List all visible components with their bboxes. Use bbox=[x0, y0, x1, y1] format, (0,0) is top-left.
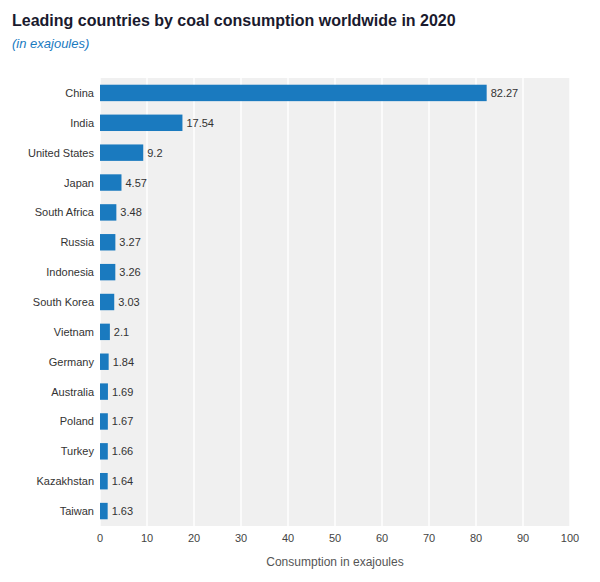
bar bbox=[100, 503, 108, 519]
bar bbox=[100, 324, 110, 340]
x-tick-label: 90 bbox=[517, 532, 529, 544]
x-tick-label: 100 bbox=[561, 532, 579, 544]
bar bbox=[100, 85, 487, 101]
y-tick-label: Turkey bbox=[61, 445, 95, 457]
data-label: 1.64 bbox=[112, 475, 133, 487]
bars bbox=[100, 85, 487, 520]
data-label: 17.54 bbox=[186, 117, 214, 129]
data-label: 9.2 bbox=[147, 147, 162, 159]
y-tick-label: Kazakhstan bbox=[37, 475, 94, 487]
data-label: 2.1 bbox=[114, 326, 129, 338]
y-tick-label: Poland bbox=[60, 415, 94, 427]
y-tick-label: Japan bbox=[64, 177, 94, 189]
data-label: 1.84 bbox=[113, 356, 134, 368]
bar bbox=[100, 354, 109, 370]
y-tick-label: Australia bbox=[51, 386, 95, 398]
bar bbox=[100, 204, 116, 220]
bar bbox=[100, 413, 108, 429]
bar bbox=[100, 234, 115, 250]
data-label: 3.03 bbox=[118, 296, 139, 308]
data-label: 1.67 bbox=[112, 415, 133, 427]
grid-line bbox=[334, 78, 336, 526]
y-tick-label: South Africa bbox=[35, 206, 95, 218]
data-label: 1.63 bbox=[112, 505, 133, 517]
data-label: 3.26 bbox=[119, 266, 140, 278]
x-tick-label: 40 bbox=[282, 532, 294, 544]
chart-container: Leading countries by coal consumption wo… bbox=[0, 0, 600, 582]
bar bbox=[100, 443, 108, 459]
x-tick-label: 30 bbox=[235, 532, 247, 544]
grid-line bbox=[287, 78, 289, 526]
grid-line bbox=[428, 78, 430, 526]
data-labels: 1.63 1.64 1.66 1.67 1.69 1.84 2.1 3.03 3.26 3.27 3… bbox=[112, 87, 519, 517]
x-tick-label: 10 bbox=[141, 532, 153, 544]
x-axis-label: Consumption in exajoules bbox=[266, 555, 403, 569]
data-label: 1.69 bbox=[112, 386, 133, 398]
grid-line bbox=[240, 78, 242, 526]
x-grid bbox=[100, 78, 570, 526]
bar bbox=[100, 174, 121, 190]
x-tick-label: 60 bbox=[376, 532, 388, 544]
plot-background bbox=[100, 78, 570, 526]
y-tick-label: China bbox=[65, 87, 95, 99]
grid-line bbox=[193, 78, 195, 526]
grid-line bbox=[475, 78, 477, 526]
chart-svg: Leading countries by coal consumption wo… bbox=[0, 0, 600, 582]
subtitle: (in exajoules) bbox=[12, 36, 89, 51]
y-tick-label: Vietnam bbox=[54, 326, 94, 338]
bar bbox=[100, 115, 182, 131]
x-tick-label: 0 bbox=[97, 532, 103, 544]
data-label: 82.27 bbox=[491, 87, 519, 99]
bar bbox=[100, 383, 108, 399]
y-tick-label: Russia bbox=[60, 236, 95, 248]
y-tick-label: Taiwan bbox=[60, 505, 94, 517]
x-tick-label: 70 bbox=[423, 532, 435, 544]
y-tick-label: Indonesia bbox=[46, 266, 95, 278]
grid-line bbox=[146, 78, 148, 526]
bar bbox=[100, 264, 115, 280]
x-tick-label: 50 bbox=[329, 532, 341, 544]
data-label: 4.57 bbox=[125, 177, 146, 189]
bar bbox=[100, 473, 108, 489]
grid-line bbox=[381, 78, 383, 526]
bar bbox=[100, 144, 143, 160]
y-tick-label: United States bbox=[28, 147, 95, 159]
x-tick-label: 80 bbox=[470, 532, 482, 544]
grid-line bbox=[522, 78, 524, 526]
data-label: 1.66 bbox=[112, 445, 133, 457]
bar bbox=[100, 294, 114, 310]
y-tick-label: India bbox=[70, 117, 95, 129]
y-tick-label: South Korea bbox=[33, 296, 95, 308]
title: Leading countries by coal consumption wo… bbox=[12, 12, 456, 29]
data-label: 3.27 bbox=[119, 236, 140, 248]
x-tick-label: 20 bbox=[188, 532, 200, 544]
y-tick-label: Germany bbox=[49, 356, 95, 368]
grid-line bbox=[569, 78, 571, 526]
data-label: 3.48 bbox=[120, 206, 141, 218]
